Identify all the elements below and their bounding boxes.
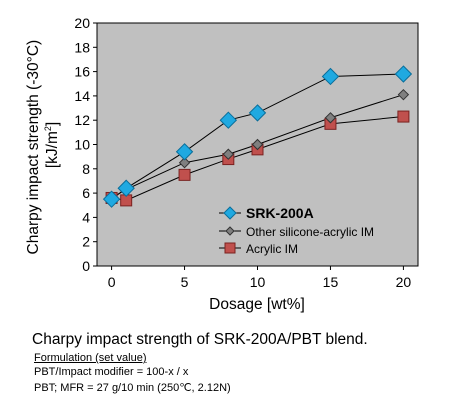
data-point-series-0 (175, 143, 194, 161)
legend-marker-srk-200a (223, 206, 237, 220)
y-axis-label-unit-sup: 2 (43, 126, 53, 131)
legend-label-srk-200a: SRK-200A (246, 205, 314, 221)
legend-entry-srk-200a: SRK-200A (219, 205, 314, 221)
data-point-series-0 (394, 65, 413, 83)
y-axis-label-unit: [kJ/m (44, 131, 61, 168)
y-axis-label-line1: Charpy impact strength (-30°C) (25, 40, 42, 255)
y-tick-label: 0 (82, 258, 90, 274)
series-layer (102, 65, 413, 208)
legend: SRK-200A Other silicone-acrylic IM Acryl… (219, 205, 374, 256)
legend-marker-acrylic (224, 242, 236, 254)
data-point-series-1 (251, 138, 264, 151)
y-tick-label: 4 (82, 209, 90, 225)
data-point-series-1 (397, 88, 410, 101)
legend-entry-other-silicone: Other silicone-acrylic IM (219, 225, 374, 239)
formulation-line-2: PBT; MFR = 27 g/10 min (250℃, 2.12N) (34, 382, 231, 394)
formulation-heading: Formulation (set value) (34, 352, 147, 364)
y-axis-label-line2: [kJ/m2] (43, 122, 61, 168)
y-tick-label: 12 (74, 112, 90, 128)
data-point-series-1 (178, 157, 191, 169)
x-axis-label: Dosage [wt%] (209, 296, 305, 313)
data-point-series-1 (324, 112, 337, 124)
data-point-series-0 (219, 111, 238, 129)
legend-label-other-silicone: Other silicone-acrylic IM (246, 225, 374, 239)
data-point-series-2 (397, 110, 410, 123)
y-axis-label: Charpy impact strength (-30°C) [kJ/m2] (25, 36, 61, 255)
y-tick-label: 8 (82, 161, 90, 177)
y-tick-label: 2 (82, 234, 90, 250)
data-point-series-1 (222, 148, 235, 160)
x-tick-label: 10 (250, 274, 266, 290)
y-tick-label: 18 (74, 39, 90, 55)
data-point-series-0 (117, 179, 135, 197)
y-tick-label: 16 (74, 64, 90, 80)
x-tick-label: 15 (323, 274, 339, 290)
x-tick-label: 0 (108, 274, 116, 290)
y-tick-label: 20 (74, 15, 90, 31)
x-tick-label: 20 (396, 274, 412, 290)
legend-entry-acrylic: Acrylic IM (219, 242, 298, 256)
y-axis-ticks: 0 2 4 6 8 10 12 14 16 18 20 (74, 15, 97, 274)
data-point-series-2 (178, 168, 191, 181)
y-tick-label: 6 (82, 185, 90, 201)
data-point-series-0 (321, 67, 340, 86)
y-axis-label-unit-end: ] (44, 122, 61, 126)
y-tick-label: 14 (74, 88, 90, 104)
data-point-series-0 (102, 190, 121, 208)
x-axis-ticks: 0 5 10 15 20 (108, 266, 412, 290)
data-point-series-0 (248, 104, 267, 122)
x-tick-label: 5 (181, 274, 189, 290)
figure-caption: Charpy impact strength of SRK-200A/PBT b… (32, 331, 368, 348)
legend-label-acrylic: Acrylic IM (246, 242, 298, 256)
y-tick-label: 10 (74, 137, 90, 153)
formulation-line-1: PBT/Impact modifier = 100-x / x (34, 366, 189, 378)
legend-marker-other-silicone (225, 226, 235, 236)
